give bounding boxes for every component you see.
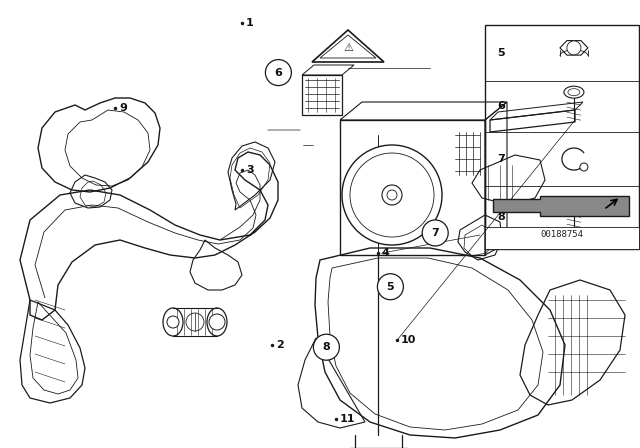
Text: 1: 1: [246, 18, 253, 28]
Circle shape: [378, 274, 403, 300]
Circle shape: [314, 334, 339, 360]
Polygon shape: [493, 196, 628, 215]
Text: 8: 8: [497, 212, 505, 222]
Text: 5: 5: [497, 48, 505, 58]
Text: 4: 4: [381, 248, 390, 258]
Text: 9: 9: [119, 103, 127, 112]
Bar: [485, 227, 639, 249]
Circle shape: [350, 153, 434, 237]
Bar: [485, 25, 639, 249]
Text: 2: 2: [276, 340, 284, 350]
Text: ⚠: ⚠: [343, 43, 353, 53]
Circle shape: [422, 220, 448, 246]
Text: 7: 7: [497, 154, 505, 164]
Text: 00188754: 00188754: [540, 230, 584, 239]
Circle shape: [567, 41, 581, 55]
Text: 8: 8: [323, 342, 330, 352]
Circle shape: [266, 60, 291, 86]
Text: 7: 7: [431, 228, 439, 238]
Text: 10: 10: [401, 336, 416, 345]
Circle shape: [167, 316, 179, 328]
Circle shape: [387, 190, 397, 200]
Circle shape: [580, 163, 588, 171]
Text: 6: 6: [497, 101, 505, 111]
Circle shape: [382, 185, 402, 205]
Text: 6: 6: [275, 68, 282, 78]
Circle shape: [342, 145, 442, 245]
Text: 3: 3: [246, 165, 253, 175]
Text: 5: 5: [387, 282, 394, 292]
Circle shape: [209, 314, 225, 330]
Text: 11: 11: [340, 414, 355, 424]
